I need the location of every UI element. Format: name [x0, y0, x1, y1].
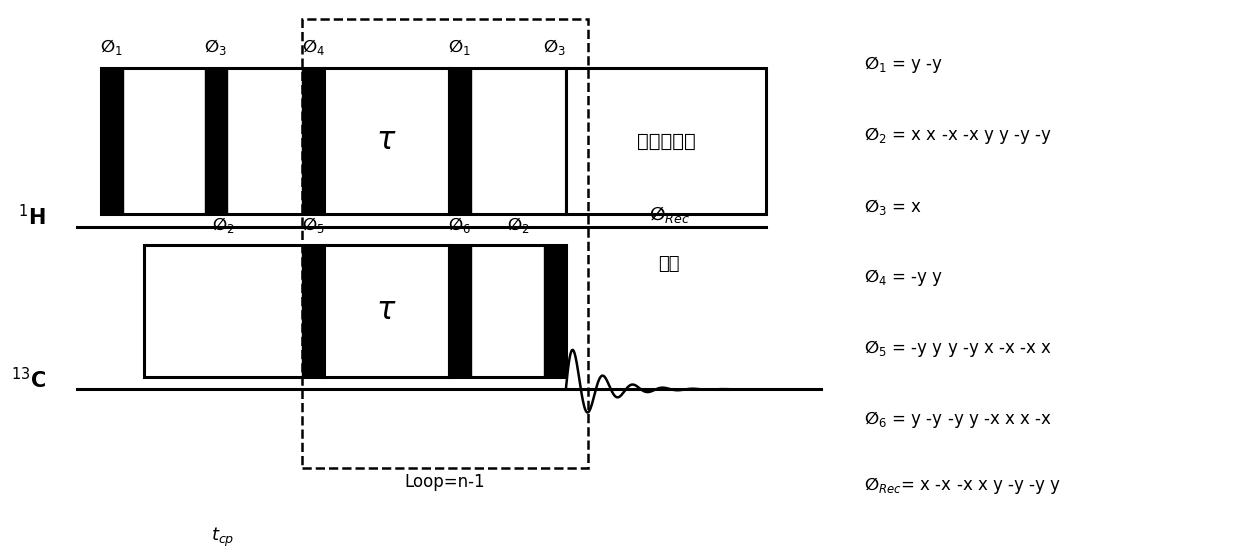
- Text: $\boldsymbol{\varnothing}_{Rec}$: $\boldsymbol{\varnothing}_{Rec}$: [649, 204, 689, 225]
- Text: $\boldsymbol{\varnothing}_3$: $\boldsymbol{\varnothing}_3$: [205, 37, 227, 57]
- Text: 采样: 采样: [658, 255, 680, 273]
- Text: $\boldsymbol{\varnothing}_2$ = x x -x -x y y -y -y: $\boldsymbol{\varnothing}_2$ = x x -x -x…: [863, 126, 1052, 147]
- Bar: [100, 68, 123, 214]
- Bar: [303, 19, 588, 468]
- Text: $\tau$: $\tau$: [376, 127, 397, 155]
- Text: $\boldsymbol{\varnothing}_2$: $\boldsymbol{\varnothing}_2$: [212, 215, 234, 235]
- Text: $\boldsymbol{\varnothing}_3$: $\boldsymbol{\varnothing}_3$: [543, 37, 567, 57]
- Text: $\boldsymbol{\varnothing}_2$: $\boldsymbol{\varnothing}_2$: [507, 215, 529, 235]
- Bar: [205, 68, 227, 214]
- Text: $\boldsymbol{\varnothing}_{Rec}$= x -x -x x y -y -y y: $\boldsymbol{\varnothing}_{Rec}$= x -x -…: [863, 475, 1060, 496]
- Text: $\boldsymbol{\varnothing}_6$: $\boldsymbol{\varnothing}_6$: [448, 215, 471, 235]
- Text: 高功率去耦: 高功率去耦: [636, 132, 696, 150]
- Bar: [449, 245, 565, 377]
- Text: $t_{cp}$: $t_{cp}$: [211, 526, 234, 549]
- Text: $\boldsymbol{\varnothing}_1$: $\boldsymbol{\varnothing}_1$: [100, 37, 123, 57]
- Text: $\boldsymbol{\varnothing}_4$ = -y y: $\boldsymbol{\varnothing}_4$ = -y y: [863, 267, 942, 288]
- Bar: [100, 68, 324, 214]
- Bar: [544, 245, 565, 377]
- Text: $\boldsymbol{\varnothing}_1$: $\boldsymbol{\varnothing}_1$: [449, 37, 471, 57]
- Bar: [303, 68, 324, 214]
- Bar: [324, 68, 449, 214]
- Bar: [449, 245, 471, 377]
- Bar: [565, 68, 766, 214]
- Text: $^{13}$C: $^{13}$C: [11, 366, 46, 392]
- Text: $\boldsymbol{\varnothing}_6$ = y -y -y y -x x x -x: $\boldsymbol{\varnothing}_6$ = y -y -y y…: [863, 409, 1052, 430]
- Bar: [449, 68, 565, 214]
- Text: $\boldsymbol{\varnothing}_4$: $\boldsymbol{\varnothing}_4$: [301, 37, 325, 57]
- Bar: [303, 245, 324, 377]
- Bar: [144, 245, 324, 377]
- Text: $\boldsymbol{\varnothing}_3$ = x: $\boldsymbol{\varnothing}_3$ = x: [863, 197, 921, 217]
- Bar: [324, 245, 449, 377]
- Bar: [449, 68, 471, 214]
- Text: $\tau$: $\tau$: [376, 296, 397, 325]
- Text: $\boldsymbol{\varnothing}_1$ = y -y: $\boldsymbol{\varnothing}_1$ = y -y: [863, 55, 942, 75]
- Text: $^1$H: $^1$H: [19, 204, 46, 230]
- Text: $\boldsymbol{\varnothing}_5$: $\boldsymbol{\varnothing}_5$: [301, 215, 325, 235]
- Text: $\boldsymbol{\varnothing}_5$ = -y y y -y x -x -x x: $\boldsymbol{\varnothing}_5$ = -y y y -y…: [863, 338, 1052, 359]
- Text: Loop=n-1: Loop=n-1: [404, 473, 485, 491]
